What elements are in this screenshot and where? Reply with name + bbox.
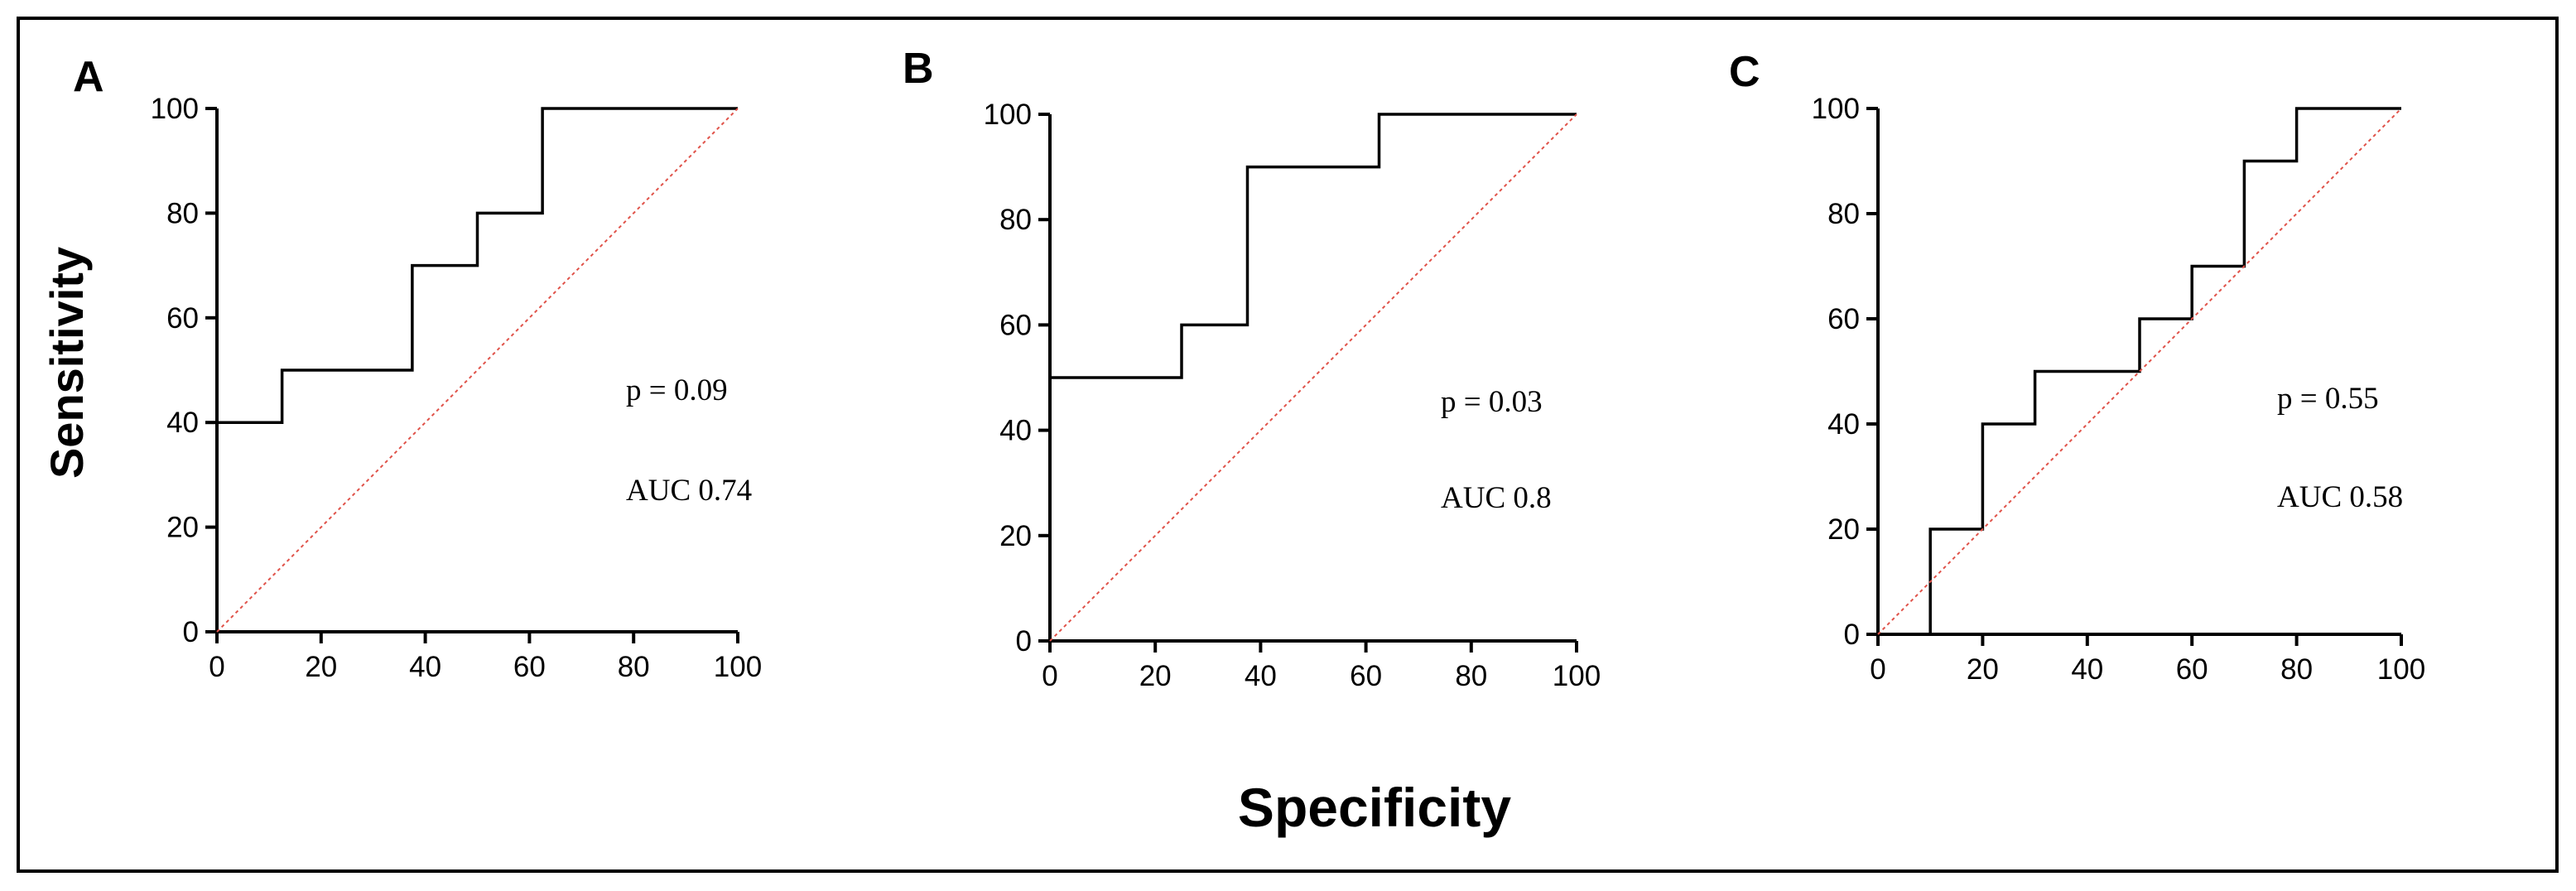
y-tick-label: 0 [1016,625,1032,657]
y-tick-label: 80 [999,204,1032,236]
y-tick-label: 40 [166,407,199,439]
panel-label-b: B [903,45,934,93]
roc-curve-c [1928,107,2401,634]
p-value-label-b: p = 0.03 [1441,385,1543,419]
y-tick-label: 40 [1827,408,1860,441]
reference-line-b [1049,113,1577,642]
figure-border [17,17,2559,873]
y-tick-label: 20 [166,512,199,544]
x-tick-label: 0 [209,651,224,683]
y-tick-label: 80 [166,197,199,229]
x-tick-label: 60 [1350,660,1382,692]
x-tick-label: 0 [1042,660,1057,692]
roc-curve-a [217,107,738,424]
y-tick-label: 80 [1827,198,1860,230]
x-tick-label: 40 [409,651,441,683]
x-tick-label: 20 [305,651,337,683]
auc-label-b: AUC 0.8 [1441,481,1552,515]
y-tick-label: 100 [1812,93,1860,125]
y-tick-label: 100 [151,93,199,125]
x-tick-label: 40 [1245,660,1277,692]
reference-line-c [1877,108,2402,635]
y-tick-label: 60 [166,302,199,335]
y-tick-label: 60 [1827,303,1860,335]
panel-a: A 0 20 40 60 80 100 0 20 40 60 80 100 p = 0.09 AUC 0.7… [73,53,762,683]
x-tick-label: 0 [1870,653,1885,686]
y-axis-title: Sensitivity [41,247,93,479]
panel-label-c: C [1729,48,1760,96]
x-tick-label: 60 [2176,653,2208,686]
p-value-label-c: p = 0.55 [2277,382,2379,416]
x-tick-label: 60 [513,651,546,683]
auc-label-a: AUC 0.74 [626,474,752,508]
x-tick-label: 20 [1139,660,1172,692]
panel-label-a: A [73,53,104,101]
p-value-label-a: p = 0.09 [626,373,728,407]
auc-label-c: AUC 0.58 [2277,480,2403,514]
y-tick-label: 0 [1844,619,1860,651]
x-tick-label: 100 [714,651,762,683]
x-tick-label: 40 [2071,653,2103,686]
y-tick-label: 60 [999,309,1032,341]
x-tick-label: 100 [2377,653,2425,686]
x-tick-label: 20 [1967,653,1999,686]
y-tick-label: 100 [984,99,1032,131]
y-tick-label: 40 [999,415,1032,447]
x-axis-title: Specificity [1238,777,1511,838]
panels: A 0 20 40 60 80 100 0 20 40 60 80 100 p = 0.09 AUC 0.7… [73,45,2425,692]
x-tick-label: 80 [618,651,650,683]
x-tick-label: 80 [1455,660,1487,692]
y-tick-label: 0 [183,616,199,648]
x-tick-label: 100 [1553,660,1601,692]
y-tick-label: 20 [999,520,1032,552]
x-tick-label: 80 [2280,653,2313,686]
panel-b: B 0 20 40 60 80 100 0 20 40 60 80 100 p = 0.03 AUC 0.8 [903,45,1601,692]
y-tick-label: 20 [1827,513,1860,546]
panel-c: C 0 20 40 60 80 100 0 20 40 60 80 100 p = 0.55 AUC 0.5… [1729,48,2425,686]
roc-curve-b [1050,113,1577,379]
